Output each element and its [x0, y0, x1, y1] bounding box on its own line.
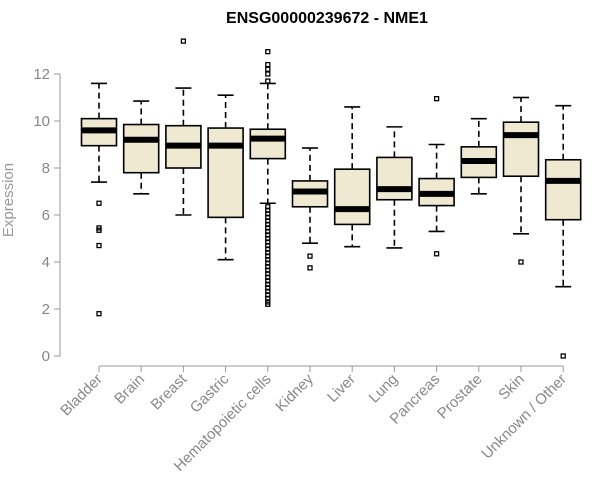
x-tick-label: Skin — [495, 371, 528, 404]
box-body — [544, 158, 582, 221]
outlier-point — [180, 38, 187, 44]
y-axis-label: Expression — [0, 163, 17, 237]
outlier-point — [307, 253, 313, 259]
box-series — [80, 38, 582, 359]
outlier-point — [265, 301, 271, 307]
y-tick-label: 8 — [42, 160, 50, 177]
box-10 — [502, 96, 540, 265]
outlier-point — [96, 200, 102, 206]
y-tick-label: 10 — [33, 113, 50, 130]
outlier-point — [265, 66, 271, 72]
outlier-point — [96, 227, 102, 233]
box-6 — [333, 106, 371, 248]
x-tick-label: Breast — [148, 370, 191, 413]
x-tick-label: Lung — [366, 371, 402, 407]
y-axis: 0 2 4 6 8 10 12 — [33, 66, 61, 365]
outlier-point — [518, 259, 524, 265]
box-body — [333, 168, 371, 226]
box-2 — [165, 38, 202, 216]
box-4 — [249, 49, 287, 307]
x-tick-label: Liver — [324, 371, 359, 406]
box-0 — [80, 82, 118, 317]
chart-title: ENSG00000239672 - NME1 — [226, 10, 428, 27]
y-tick-label: 0 — [42, 348, 50, 365]
y-tick-label: 6 — [42, 207, 50, 224]
box-7 — [376, 126, 413, 249]
box-body — [249, 128, 287, 160]
outlier-point — [96, 242, 102, 249]
y-tick-label: 12 — [33, 66, 50, 83]
box-1 — [122, 100, 160, 195]
box-body — [207, 127, 244, 219]
outlier-point — [265, 78, 271, 84]
box-body — [502, 121, 540, 178]
outlier-point — [96, 311, 102, 317]
x-tick-label: Bladder — [57, 371, 106, 420]
box-5 — [291, 147, 329, 271]
box-3 — [207, 94, 244, 261]
box-9 — [460, 117, 498, 195]
box-8 — [418, 96, 455, 257]
box-11 — [544, 104, 582, 359]
box-body — [376, 156, 413, 201]
y-tick-label: 2 — [42, 301, 50, 318]
outlier-point — [560, 353, 566, 359]
x-tick-label: Prostate — [434, 371, 486, 423]
box-body — [122, 123, 160, 174]
outlier-point — [265, 61, 271, 68]
y-tick-label: 4 — [42, 254, 50, 271]
outlier-point — [433, 96, 440, 102]
outlier-point — [307, 265, 313, 271]
outlier-point — [265, 49, 271, 55]
outlier-point — [433, 251, 440, 257]
x-tick-label: Brain — [111, 371, 148, 408]
x-tick-label: Kidney — [272, 370, 317, 415]
outlier-point — [265, 71, 271, 77]
